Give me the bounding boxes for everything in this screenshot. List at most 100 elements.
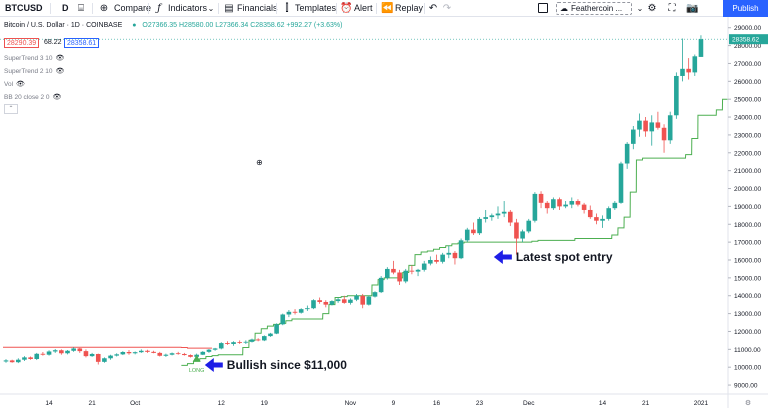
candle-body xyxy=(341,299,347,303)
fullscreen-icon[interactable]: ⛶ xyxy=(668,3,676,14)
undo-icon[interactable]: ↶ xyxy=(428,3,438,14)
candle-body xyxy=(329,301,335,305)
price-chart[interactable]: 9000.00 10000.00 11000.00 12000.00 13000.00 1… xyxy=(0,17,768,408)
candle-body xyxy=(385,268,390,278)
candle-body xyxy=(637,120,642,130)
candle-body xyxy=(458,240,464,259)
candle-body xyxy=(501,211,507,214)
indicator-label: SuperTrend 3 10 xyxy=(4,55,53,62)
candle-body xyxy=(3,360,9,362)
redo-icon[interactable]: ↷ xyxy=(442,3,452,14)
indicator-supertrend-1[interactable]: SuperTrend 3 10 👁 xyxy=(4,54,64,62)
spread-value: 68.22 xyxy=(44,39,62,46)
candle-body xyxy=(40,353,46,355)
chevron-down-icon[interactable]: ⌄ xyxy=(207,4,215,13)
symbol-search[interactable]: BTCUSD xyxy=(5,3,43,13)
eye-icon[interactable]: 👁 xyxy=(52,94,62,101)
candle-body xyxy=(206,349,212,352)
candle-body xyxy=(22,357,27,360)
interval-button[interactable]: D xyxy=(62,3,69,13)
candle-body xyxy=(354,295,359,300)
eye-icon[interactable]: 👁 xyxy=(16,81,25,88)
price-tick-label: 26000.00 xyxy=(734,79,761,86)
candle-body xyxy=(692,56,698,73)
candle-body xyxy=(77,348,83,352)
candle-body xyxy=(489,215,495,218)
top-toolbar: BTCUSD D ⌸ ⊕ Compare ƒ Indicators ⌄ ▤ Fi… xyxy=(0,0,768,17)
layout-selector[interactable]: ☁ Feathercoin ... xyxy=(556,2,632,15)
candle-body xyxy=(378,277,384,293)
candle-body xyxy=(471,229,476,234)
candle-body xyxy=(317,300,322,302)
financials-icon[interactable]: ▤ xyxy=(224,3,234,14)
symbol-title: Bitcoin / U.S. Dollar · 1D · COINBASE xyxy=(4,22,123,29)
alert-button[interactable]: Alert xyxy=(354,3,373,13)
candle-body xyxy=(348,299,353,303)
alarm-clock-icon[interactable]: ⏰ xyxy=(340,3,353,14)
candle-body xyxy=(182,353,187,356)
candle-body xyxy=(188,355,193,357)
candle-body xyxy=(52,350,58,352)
candle-body xyxy=(397,272,402,282)
time-tick-label: 19 xyxy=(261,400,269,407)
templates-button[interactable]: Templates xyxy=(295,3,337,13)
candle-body xyxy=(218,343,224,349)
price-tick-label: 10000.00 xyxy=(734,365,761,372)
indicator-volume[interactable]: Vol 👁 xyxy=(4,80,25,88)
price-tick-label: 14000.00 xyxy=(734,293,761,300)
collapse-legend-button[interactable]: ⌃ xyxy=(4,104,18,114)
bullish-arrow-icon xyxy=(204,358,223,372)
candle-body xyxy=(674,75,679,116)
candle-body xyxy=(286,311,292,315)
bid-price[interactable]: 28290.39 xyxy=(4,38,40,48)
indicators-button[interactable]: Indicators xyxy=(168,3,208,13)
candle-body xyxy=(157,352,163,356)
price-tick-label: 11000.00 xyxy=(734,347,761,354)
plus-circle-icon[interactable]: ⊕ xyxy=(99,3,109,14)
candle-body xyxy=(440,254,445,262)
last-price-badge xyxy=(729,34,768,45)
candle-body xyxy=(508,211,513,223)
time-tick-label: 21 xyxy=(642,400,650,407)
market-status-dot: ● xyxy=(132,22,137,29)
financials-button[interactable]: Financials xyxy=(237,3,278,13)
templates-icon[interactable]: ⫿ xyxy=(285,3,289,14)
candle-body xyxy=(661,127,667,141)
candle-body xyxy=(95,353,101,362)
fx-icon[interactable]: ƒ xyxy=(157,3,161,14)
camera-icon[interactable]: 📷 xyxy=(686,3,699,14)
candle-body xyxy=(163,354,169,356)
candle-body xyxy=(175,353,181,355)
price-axis: 9000.00 10000.00 11000.00 12000.00 13000.00 1… xyxy=(727,17,768,408)
indicator-bollinger[interactable]: BB 20 close 2 0 👁 xyxy=(4,93,61,101)
candle-body xyxy=(667,115,673,141)
layout-square-icon[interactable] xyxy=(538,3,548,13)
candle-body xyxy=(102,358,107,362)
price-tick-label: 16000.00 xyxy=(734,257,761,264)
toolbar-divider xyxy=(50,3,51,14)
candle-body xyxy=(372,292,378,297)
indicator-supertrend-2[interactable]: SuperTrend 2 10 👁 xyxy=(4,67,64,75)
chevron-down-icon[interactable]: ⌄ xyxy=(636,4,644,13)
chart-style-icon[interactable]: ⌸ xyxy=(78,3,84,14)
candle-body xyxy=(71,348,76,351)
ask-price[interactable]: 28358.61 xyxy=(64,38,100,48)
candle-body xyxy=(231,342,236,344)
gear-icon[interactable]: ⚙ xyxy=(647,3,657,14)
price-tick-label: 21000.00 xyxy=(734,168,761,175)
publish-button[interactable]: Publish xyxy=(723,0,768,17)
replay-button[interactable]: Replay xyxy=(395,3,424,13)
toolbar-divider xyxy=(424,3,425,14)
compare-button[interactable]: Compare xyxy=(114,3,152,13)
candle-body xyxy=(132,352,138,354)
replay-icon[interactable]: ⏪ xyxy=(381,3,394,14)
supertrend-lines xyxy=(3,98,729,366)
eye-icon[interactable]: 👁 xyxy=(55,68,65,75)
eye-icon[interactable]: 👁 xyxy=(55,55,65,62)
candle-body xyxy=(360,295,365,305)
candle-body xyxy=(9,360,15,363)
price-tick-label: 20000.00 xyxy=(734,186,761,193)
candle-body xyxy=(114,354,119,356)
candle-body xyxy=(421,263,427,270)
candle-body xyxy=(563,204,568,207)
